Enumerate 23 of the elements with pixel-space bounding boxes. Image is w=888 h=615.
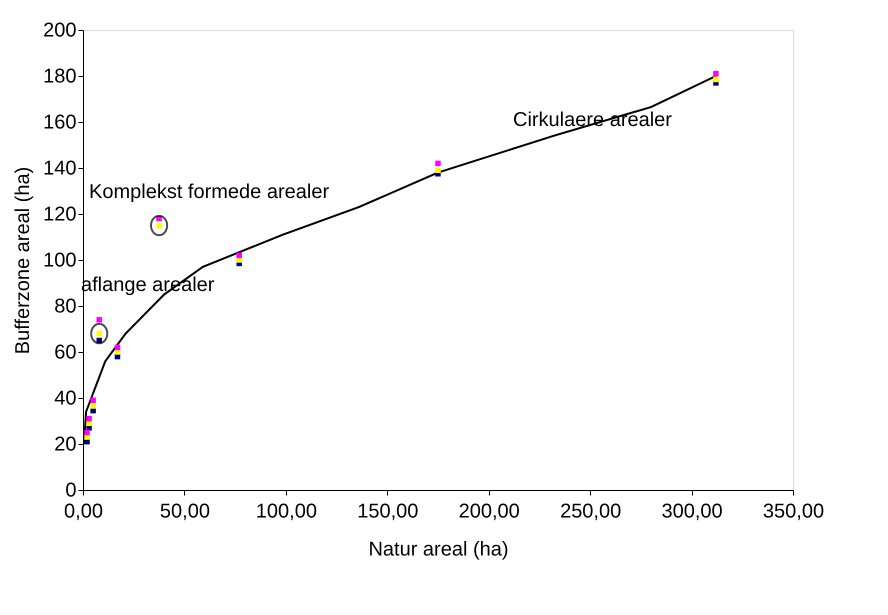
y-tick-label: 120 bbox=[43, 204, 76, 226]
x-tick-label: 150,00 bbox=[357, 500, 418, 522]
annotation: Komplekst formede arealer bbox=[89, 181, 330, 203]
x-tick-label: 200,00 bbox=[458, 500, 520, 522]
y-axis-title: Bufferzone areal (ha) bbox=[12, 166, 34, 354]
y-tick-label: 20 bbox=[54, 434, 76, 456]
y-tick-label: 0 bbox=[65, 480, 76, 502]
y-tick-label: 40 bbox=[54, 388, 76, 410]
y-tick-label: 180 bbox=[43, 66, 76, 88]
x-tick-label: 0,00 bbox=[64, 500, 103, 522]
x-tick-label: 50,00 bbox=[160, 500, 210, 522]
y-tick-label: 160 bbox=[43, 112, 76, 134]
y-tick-label: 80 bbox=[54, 296, 76, 318]
x-axis-title: Natur areal (ha) bbox=[368, 538, 509, 560]
y-tick-label: 140 bbox=[43, 158, 76, 180]
x-tick-label: 300,00 bbox=[661, 500, 723, 522]
x-tick-label: 350,00 bbox=[762, 500, 824, 522]
x-tick-label: 250,00 bbox=[560, 500, 622, 522]
x-tick-label: 100,00 bbox=[256, 500, 317, 522]
y-tick-label: 200 bbox=[43, 20, 76, 42]
annotation: Cirkulaere arealer bbox=[513, 109, 672, 131]
y-tick-label: 60 bbox=[54, 342, 76, 364]
y-tick-label: 100 bbox=[43, 250, 76, 272]
